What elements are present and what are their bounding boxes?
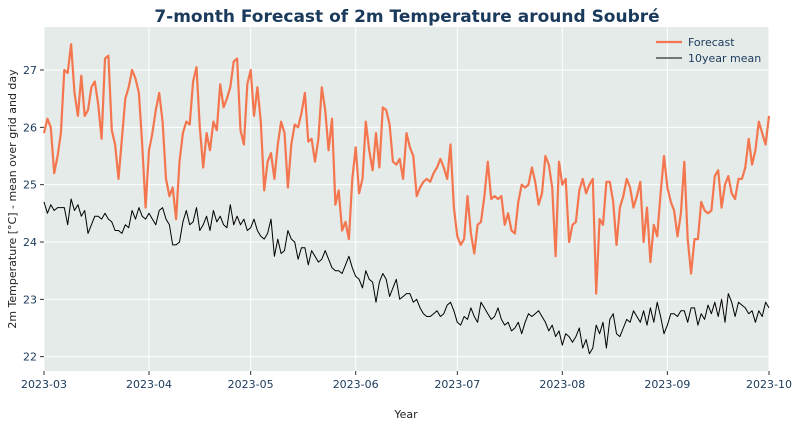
x-tick-label: 2023-10	[746, 378, 792, 391]
series-line-ten-year-mean	[43, 198, 770, 355]
legend-label: Forecast	[688, 36, 735, 49]
series-layer	[42, 43, 771, 355]
y-axis-label: 2m Temperature [°C] - mean over grid and…	[6, 69, 19, 329]
x-axis-label: Year	[393, 408, 418, 421]
x-tick-label: 2023-04	[126, 378, 172, 391]
y-tick-label: 22	[23, 351, 37, 364]
x-axis: 2023-03 2023-04 2023-05 2023-06 2023-07 2023-…	[21, 371, 792, 391]
y-tick-label: 24	[23, 236, 37, 249]
x-tick-label: 2023-03	[21, 378, 67, 391]
plot-area	[44, 27, 769, 371]
x-tick-label: 2023-09	[644, 378, 690, 391]
chart-title: 7-month Forecast of 2m Temperature aroun…	[154, 7, 659, 27]
y-tick-label: 26	[23, 121, 37, 134]
x-tick-label: 2023-07	[434, 378, 480, 391]
legend-label: 10year mean	[688, 52, 761, 65]
x-tick-label: 2023-05	[228, 378, 274, 391]
x-tick-label: 2023-08	[539, 378, 585, 391]
legend: Forecast 10year mean	[656, 36, 761, 65]
x-tick-label: 2023-06	[333, 378, 379, 391]
y-axis: 22 23 24 25 26 27	[23, 64, 44, 364]
y-tick-label: 25	[23, 179, 37, 192]
series-line-forecast	[42, 43, 771, 295]
y-tick-label: 27	[23, 64, 37, 77]
y-tick-label: 23	[23, 293, 37, 306]
